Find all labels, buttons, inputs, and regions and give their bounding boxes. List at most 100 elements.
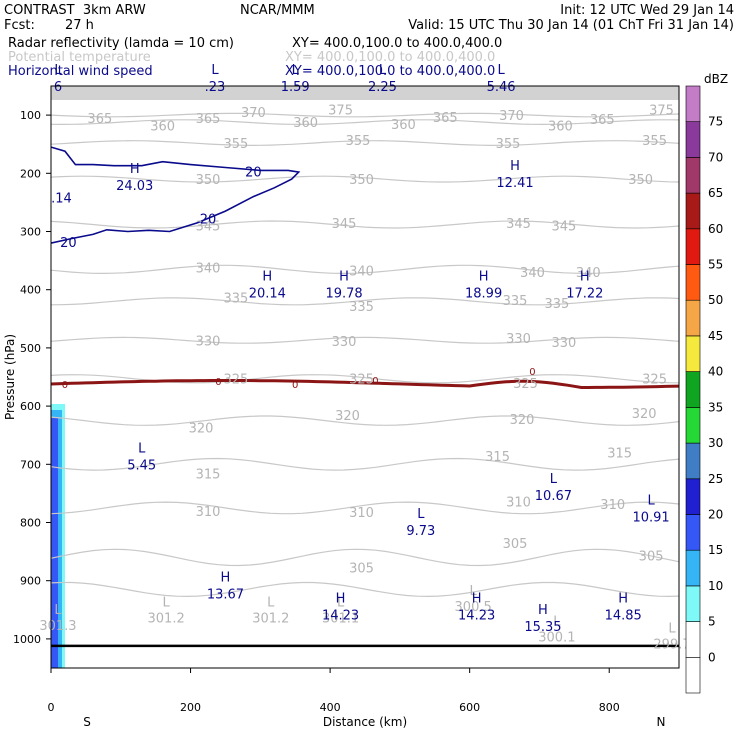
theta-label: 375	[649, 103, 674, 118]
colorbar-level-label: 70	[708, 150, 723, 164]
field-theta-xy: XY= 400.0,100.0 to 400.0,400.0	[285, 50, 496, 65]
theta-contours	[51, 112, 679, 598]
fcst-label: Fcst:	[4, 18, 35, 33]
theta-label: 350	[628, 173, 653, 188]
theta-contour-line	[51, 457, 679, 471]
wind-extremum-type: H	[510, 159, 520, 174]
theta-contour-line	[51, 415, 679, 426]
colorbar-swatch	[685, 371, 701, 408]
theta-label: 330	[551, 336, 576, 351]
wind-extremum-value: 6	[54, 80, 62, 95]
theta-label: 335	[503, 294, 528, 309]
wind-extremum-type: H	[618, 591, 628, 606]
wind-extremum-type: H	[580, 270, 590, 285]
theta-label: 345	[196, 220, 221, 235]
x-end-label-left: S	[83, 715, 91, 729]
colorbar-level-label: 30	[708, 436, 723, 450]
y-tick-label: 900	[20, 575, 41, 588]
theta-label: 315	[607, 447, 632, 462]
wind-extremum-value: 5.46	[487, 80, 516, 95]
colorbar-level-label: 25	[708, 472, 723, 486]
theta-contour-line	[51, 140, 679, 147]
wind-extremum-value: 15.35	[524, 620, 561, 635]
colorbar-swatch	[685, 121, 701, 158]
colorbar-swatch	[685, 514, 701, 551]
wind-extremum-value: 10.91	[632, 511, 669, 526]
y-tick-label: 300	[20, 226, 41, 239]
theta-extremum-value: 301.2	[148, 612, 185, 627]
theta-contour-line	[51, 175, 679, 183]
zero-isotherm-line	[51, 379, 679, 389]
theta-label: 365	[590, 113, 615, 128]
theta-label: 325	[349, 373, 374, 388]
wind-extremum-value: 13.67	[207, 588, 244, 603]
theta-label: 355	[223, 137, 248, 152]
wind-extremum-type: L	[417, 507, 425, 522]
wind-extremum-type: H	[336, 591, 346, 606]
colorbar-level-label: 45	[708, 329, 723, 343]
theta-label: 310	[506, 496, 531, 511]
theta-crowding-band	[51, 86, 679, 100]
wind-extremum-type: L	[647, 494, 655, 509]
theta-extremum-value: 300.5	[455, 600, 492, 615]
colorbar-level-label: 20	[708, 508, 723, 522]
y-tick-label: 600	[20, 400, 41, 413]
colorbar-swatch	[685, 299, 701, 337]
theta-label: 310	[196, 505, 221, 520]
theta-label: 355	[496, 137, 521, 152]
wind-extremum-type: H	[221, 571, 231, 586]
theta-extremum-value: 300.1	[538, 631, 575, 646]
wind-extremum-type: L	[138, 441, 146, 456]
theta-label: 335	[349, 300, 374, 315]
theta-label: 340	[196, 262, 221, 277]
theta-extremum-type: L	[54, 603, 62, 618]
center-title: NCAR/MMM	[240, 3, 315, 18]
wind-extremum-type: L	[550, 472, 558, 487]
colorbar-swatch	[685, 228, 701, 265]
theta-contour-line	[51, 112, 679, 118]
colorbar-swatch	[685, 656, 701, 694]
theta-contour-line	[51, 581, 679, 598]
y-tick-label: 1000	[13, 633, 41, 646]
x-axis-label: Distance (km)	[323, 715, 407, 729]
colorbar-title: dBZ	[704, 72, 728, 86]
colorbar-level-label: 15	[708, 543, 723, 557]
zero-isotherm-label: 0	[292, 380, 298, 391]
theta-label: 305	[639, 550, 664, 565]
theta-extremum-value: 301.1	[322, 612, 359, 627]
y-tick-label: 800	[20, 517, 41, 530]
theta-extremum-value: 301.2	[252, 612, 289, 627]
field-reflectivity-xy: XY= 400.0,100.0 to 400.0,400.0	[292, 36, 503, 51]
theta-label: 370	[499, 109, 524, 124]
theta-contour-line	[51, 501, 679, 515]
x-tick-label: 200	[180, 701, 201, 714]
wind-extremum-value: 17.22	[566, 287, 603, 302]
theta-contour-line	[51, 220, 679, 229]
theta-label: 365	[196, 112, 221, 127]
theta-label: 330	[196, 334, 221, 349]
colorbar-swatch	[685, 442, 701, 480]
plot-background	[51, 86, 679, 668]
theta-label: 340	[520, 266, 545, 281]
theta-label: 305	[503, 537, 528, 552]
theta-extremum-type: L	[553, 615, 561, 630]
theta-label: 345	[506, 217, 531, 232]
wind-extremum-value: 20.14	[249, 287, 286, 302]
contour-labels: 365 360 365 370 360 375 360 365 370 360 365 375 355 3…	[39, 63, 690, 653]
theta-label: 310	[349, 506, 374, 521]
theta-contour-line	[51, 297, 679, 306]
colorbar-level-label: 60	[708, 222, 723, 236]
wind-extremum-value: 1.59	[281, 80, 310, 95]
wind-extremum-type: L	[379, 63, 387, 78]
wind-extremum-value: 19.78	[325, 287, 362, 302]
y-tick-label: 700	[20, 458, 41, 471]
colorbar-level-label: 55	[708, 258, 723, 272]
theta-extremum-type: L	[267, 596, 275, 611]
theta-label: 350	[196, 173, 221, 188]
field-reflectivity: Radar reflectivity (lamda = 10 cm)	[8, 36, 234, 51]
theta-label: 355	[642, 134, 667, 149]
zero-isotherm-label: 0	[215, 377, 221, 388]
theta-label: 355	[346, 134, 371, 149]
wind-extremum-value: 14.85	[605, 608, 642, 623]
colorbar-swatch	[685, 157, 701, 194]
